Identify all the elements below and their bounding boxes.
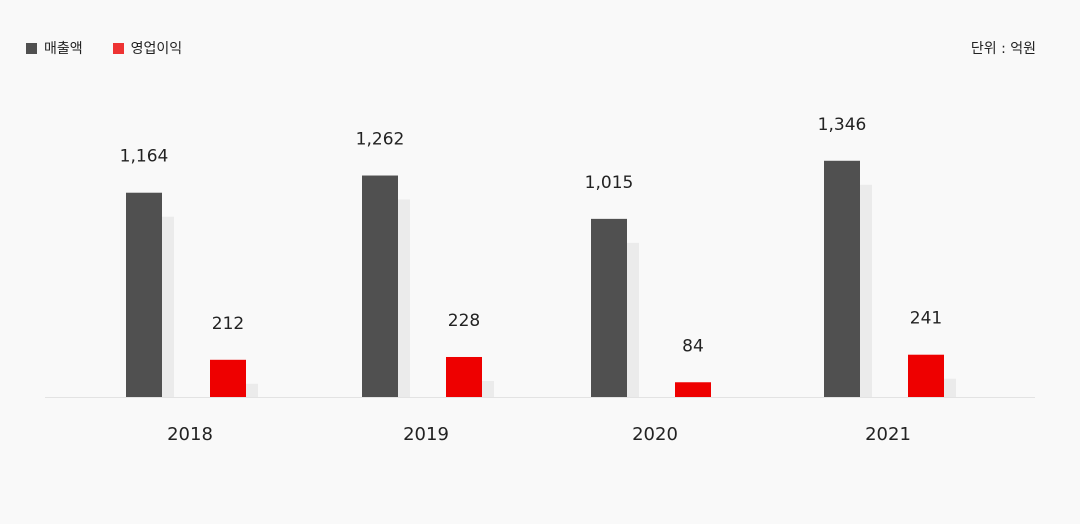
value-label-revenue-2018: 1,164 [120,147,169,167]
legend-item-operating-profit: 영업이익 [112,38,183,58]
legend-item-revenue: 매출액 [26,38,83,58]
unit-label: 단위 : 억원 [970,41,1036,57]
legend-label-operating-profit: 영업이익 [130,41,183,57]
value-label-operating-profit-2018: 212 [212,314,244,334]
legend-label-revenue: 매출액 [44,41,83,57]
x-tick-label-2018: 2018 [167,424,213,445]
bar-operating-profit-2018 [210,359,246,397]
bar-revenue-2021 [824,160,860,397]
bar-revenue-2018 [126,192,162,397]
value-label-operating-profit-2019: 228 [448,311,480,331]
bar-operating-profit-2020 [675,382,711,397]
value-label-revenue-2020: 1,015 [585,173,634,193]
legend-swatch-revenue [26,42,37,54]
value-label-revenue-2021: 1,346 [818,115,867,135]
value-label-revenue-2019: 1,262 [356,130,405,150]
bar-operating-profit-2019 [446,356,482,397]
bar-operating-profit-2021 [908,354,944,397]
legend: 매출액 영업이익 [26,38,182,58]
value-label-operating-profit-2021: 241 [910,309,942,329]
x-tick-label-2019: 2019 [403,424,449,445]
bar-revenue-2020 [591,218,627,397]
value-label-operating-profit-2020: 84 [682,336,704,356]
x-tick-label-2021: 2021 [865,424,911,445]
bar-revenue-2019 [362,175,398,397]
x-tick-label-2020: 2020 [632,424,678,445]
legend-swatch-operating-profit [112,42,124,54]
